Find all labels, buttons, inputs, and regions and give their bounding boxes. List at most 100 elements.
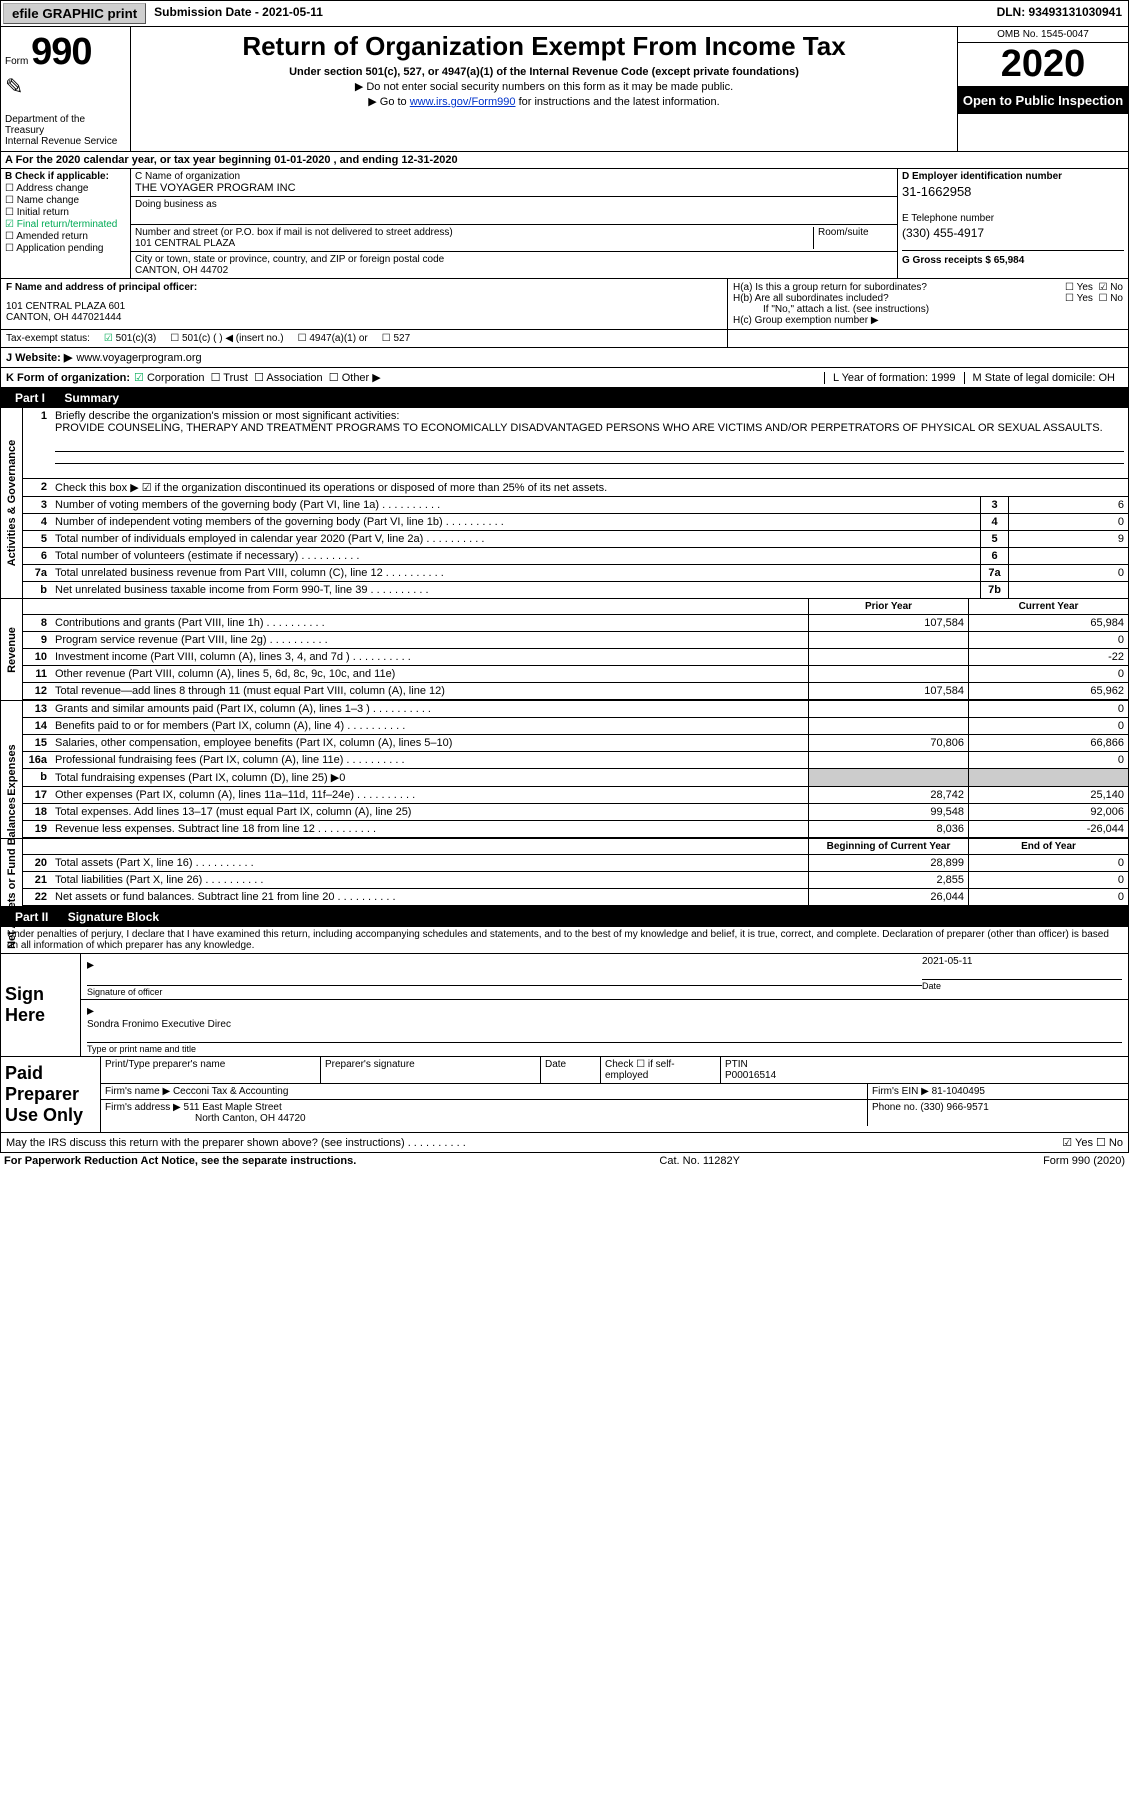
check-corporation[interactable]: Corporation bbox=[134, 371, 204, 384]
r22-py: 26,044 bbox=[808, 889, 968, 905]
preparer-date-hdr: Date bbox=[541, 1057, 601, 1083]
ein-label: D Employer identification number bbox=[902, 171, 1124, 182]
l1-mission: PROVIDE COUNSELING, THERAPY AND TREATMEN… bbox=[55, 422, 1124, 434]
hb-subordinates: H(b) Are all subordinates included? bbox=[733, 293, 1123, 304]
check-name-change[interactable]: Name change bbox=[5, 195, 126, 206]
ptin-label: PTIN bbox=[725, 1059, 1124, 1070]
ssn-warning: ▶ Do not enter social security numbers o… bbox=[137, 80, 951, 93]
room-suite-label: Room/suite bbox=[813, 227, 893, 249]
check-association[interactable]: Association bbox=[254, 371, 323, 384]
self-employed-check[interactable]: Check ☐ if self-employed bbox=[601, 1057, 721, 1083]
r10-text: Investment income (Part VIII, column (A)… bbox=[51, 649, 808, 665]
discuss-row: May the IRS discuss this return with the… bbox=[0, 1133, 1129, 1153]
check-initial-return[interactable]: Initial return bbox=[5, 207, 126, 218]
check-address-change[interactable]: Address change bbox=[5, 183, 126, 194]
l2-checkbox-line: Check this box ▶ ☑ if the organization d… bbox=[51, 479, 1128, 496]
officer-name: Sondra Fronimo Executive Direc bbox=[87, 1019, 1122, 1030]
r11-py bbox=[808, 666, 968, 682]
form-990-footer: Form 990 (2020) bbox=[1043, 1155, 1125, 1167]
r20-py: 28,899 bbox=[808, 855, 968, 871]
r17-py: 28,742 bbox=[808, 787, 968, 803]
r11-cy: 0 bbox=[968, 666, 1128, 682]
r8-cy: 65,984 bbox=[968, 615, 1128, 631]
l4-value: 0 bbox=[1008, 514, 1128, 530]
sig-date: 2021-05-11 bbox=[922, 956, 1122, 967]
tax-year: 2020 bbox=[958, 43, 1128, 87]
goto-suffix: for instructions and the latest informat… bbox=[519, 96, 720, 108]
check-amended[interactable]: Amended return bbox=[5, 231, 126, 242]
officer-addr2: CANTON, OH 447021444 bbox=[6, 312, 722, 323]
tax-exempt-label: Tax-exempt status: bbox=[6, 333, 90, 344]
r9-cy: 0 bbox=[968, 632, 1128, 648]
r16a-cy: 0 bbox=[968, 752, 1128, 768]
efile-print-button[interactable]: efile GRAPHIC print bbox=[3, 3, 146, 24]
website-value: www.voyagerprogram.org bbox=[76, 352, 201, 364]
discuss-yn[interactable]: ☑ Yes ☐ No bbox=[1062, 1136, 1123, 1149]
r12-text: Total revenue—add lines 8 through 11 (mu… bbox=[51, 683, 808, 699]
r17-text: Other expenses (Part IX, column (A), lin… bbox=[51, 787, 808, 803]
firm-ein-label: Firm's EIN ▶ bbox=[872, 1086, 929, 1097]
form990-link[interactable]: www.irs.gov/Form990 bbox=[410, 96, 516, 108]
part2-title: Signature Block bbox=[68, 910, 159, 924]
irs-label: Internal Revenue Service bbox=[5, 136, 126, 147]
hc-group-exemption: H(c) Group exemption number ▶ bbox=[733, 315, 1123, 326]
part2-header: Part II Signature Block bbox=[0, 907, 1129, 927]
check-501c[interactable]: 501(c) ( ) ◀ (insert no.) bbox=[170, 333, 283, 344]
r8-text: Contributions and grants (Part VIII, lin… bbox=[51, 615, 808, 631]
check-trust[interactable]: Trust bbox=[211, 371, 248, 384]
dba-label: Doing business as bbox=[135, 199, 893, 210]
l3-value: 6 bbox=[1008, 497, 1128, 513]
r12-py: 107,584 bbox=[808, 683, 968, 699]
discuss-text: May the IRS discuss this return with the… bbox=[6, 1137, 466, 1149]
r17-cy: 25,140 bbox=[968, 787, 1128, 803]
r11-text: Other revenue (Part VIII, column (A), li… bbox=[51, 666, 808, 682]
paid-preparer-block: Paid Preparer Use Only Print/Type prepar… bbox=[0, 1057, 1129, 1133]
form-title: Return of Organization Exempt From Incom… bbox=[137, 31, 951, 62]
r19-py: 8,036 bbox=[808, 821, 968, 837]
l4-text: Number of independent voting members of … bbox=[51, 514, 980, 530]
r16a-text: Professional fundraising fees (Part IX, … bbox=[51, 752, 808, 768]
firm-addr-label: Firm's address ▶ bbox=[105, 1102, 181, 1113]
preparer-sig-hdr: Preparer's signature bbox=[321, 1057, 541, 1083]
r18-text: Total expenses. Add lines 13–17 (must eq… bbox=[51, 804, 808, 820]
r18-py: 99,548 bbox=[808, 804, 968, 820]
check-4947[interactable]: 4947(a)(1) or bbox=[298, 333, 368, 344]
ein-value: 31-1662958 bbox=[902, 182, 1124, 207]
l7a-value: 0 bbox=[1008, 565, 1128, 581]
expenses-side-label: Expenses bbox=[6, 744, 18, 795]
expenses-section: Expenses 13Grants and similar amounts pa… bbox=[0, 701, 1129, 839]
tax-period: A For the 2020 calendar year, or tax yea… bbox=[0, 152, 1129, 169]
l6-value bbox=[1008, 548, 1128, 564]
revenue-section: Revenue Prior YearCurrent Year 8Contribu… bbox=[0, 599, 1129, 701]
firm-name-label: Firm's name ▶ bbox=[105, 1086, 170, 1097]
org-name: THE VOYAGER PROGRAM INC bbox=[135, 182, 893, 194]
hb-note: If "No," attach a list. (see instruction… bbox=[733, 304, 1123, 315]
prior-year-hdr: Prior Year bbox=[808, 599, 968, 614]
check-application-pending[interactable]: Application pending bbox=[5, 243, 126, 254]
city-label: City or town, state or province, country… bbox=[135, 254, 893, 265]
end-year-hdr: End of Year bbox=[968, 839, 1128, 854]
r15-cy: 66,866 bbox=[968, 735, 1128, 751]
form-of-org-row: K Form of organization: Corporation Trus… bbox=[0, 368, 1129, 388]
r8-py: 107,584 bbox=[808, 615, 968, 631]
gross-receipts: G Gross receipts $ 65,984 bbox=[902, 250, 1124, 266]
ag-side-label: Activities & Governance bbox=[6, 440, 18, 567]
check-501c3[interactable]: 501(c)(3) bbox=[104, 333, 156, 344]
l6-text: Total number of volunteers (estimate if … bbox=[51, 548, 980, 564]
part1-title: Summary bbox=[64, 391, 119, 405]
l7a-text: Total unrelated business revenue from Pa… bbox=[51, 565, 980, 581]
r21-cy: 0 bbox=[968, 872, 1128, 888]
officer-addr1: 101 CENTRAL PLAZA 601 bbox=[6, 301, 722, 312]
revenue-side-label: Revenue bbox=[6, 627, 18, 673]
r21-py: 2,855 bbox=[808, 872, 968, 888]
check-527[interactable]: 527 bbox=[382, 333, 410, 344]
net-assets-section: Net Assets or Fund Balances Beginning of… bbox=[0, 839, 1129, 907]
cat-no: Cat. No. 11282Y bbox=[659, 1155, 740, 1167]
form-header: Form 990 ✎ Department of the Treasury In… bbox=[0, 27, 1129, 152]
ptin-value: P00016514 bbox=[725, 1070, 1124, 1081]
r9-text: Program service revenue (Part VIII, line… bbox=[51, 632, 808, 648]
part1-number: Part I bbox=[7, 391, 53, 405]
check-final-return[interactable]: Final return/terminated bbox=[5, 219, 126, 230]
check-other[interactable]: Other ▶ bbox=[329, 371, 381, 384]
r20-cy: 0 bbox=[968, 855, 1128, 871]
